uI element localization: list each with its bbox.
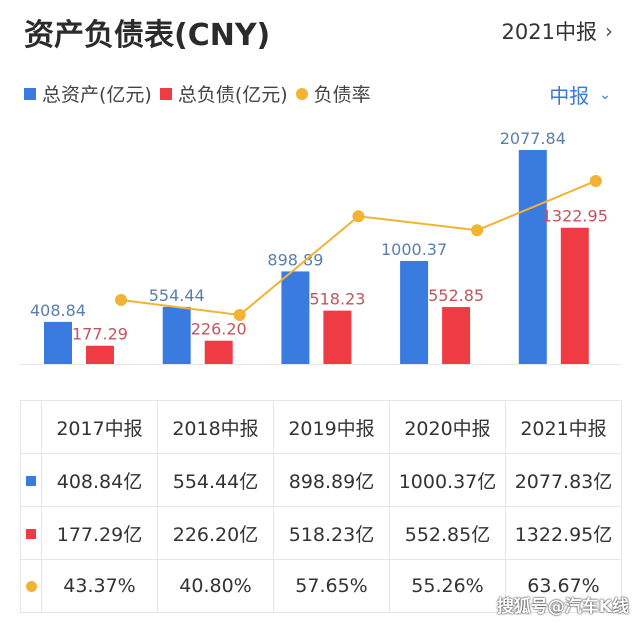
table-header: 2018中报 — [157, 400, 274, 454]
table-header: 2019中报 — [273, 400, 390, 454]
period-label: 2021中报 — [501, 20, 597, 44]
bar-liabilities — [323, 310, 352, 364]
bar-liabilities — [442, 307, 471, 364]
watermark: 搜狐号@汽车K线 — [496, 597, 629, 617]
table-cell: 408.84亿 — [41, 453, 158, 507]
chart-legend: 总资产(亿元) 总负债(亿元) 负债率 — [24, 80, 379, 107]
legend-label: 负债率 — [313, 84, 371, 106]
debt-ratio-point — [115, 293, 127, 306]
period-selector[interactable]: 2021中报 › — [502, 16, 613, 46]
debt-ratio-point — [589, 174, 602, 187]
table-header: 2017中报 — [41, 400, 158, 454]
legend-swatch-liabilities — [159, 87, 172, 100]
table-corner — [20, 400, 42, 454]
bar-line-chart: 408.84 554.44 898.89 1000.37 2077.84 177.29 22… — [20, 129, 622, 365]
bar-assets — [162, 306, 191, 364]
bar-value-label: 552.85 — [428, 286, 484, 305]
chevron-down-icon: ⌄ — [599, 86, 611, 103]
table-cell: 898.89亿 — [273, 453, 390, 507]
bar-value-label: 177.29 — [72, 325, 128, 344]
legend-swatch-assets — [24, 87, 36, 100]
bar-value-label: 554.44 — [149, 286, 205, 305]
table-cell: 40.80% — [157, 559, 274, 613]
table-row-liabilities: 177.29亿 226.20亿 518.23亿 552.85亿 1322.95亿 — [20, 506, 622, 560]
debt-ratio-point — [471, 224, 484, 237]
table-cell: 177.29亿 — [41, 506, 158, 560]
table-cell: 1322.95亿 — [505, 506, 622, 560]
debt-ratio-point — [233, 309, 246, 321]
table-cell: 55.26% — [389, 559, 506, 613]
debt-ratio-point — [352, 210, 365, 223]
table-cell: 518.23亿 — [273, 506, 390, 560]
bar-value-label: 408.84 — [30, 301, 86, 320]
bar-liabilities — [86, 345, 114, 364]
table-cell: 226.20亿 — [157, 506, 274, 560]
bar-value-label: 1000.37 — [381, 240, 447, 259]
bar-liabilities — [204, 340, 233, 364]
table-cell: 552.85亿 — [389, 506, 506, 560]
row-marker-cell — [20, 506, 42, 560]
legend-item-liabilities[interactable]: 总负债(亿元) — [159, 80, 288, 107]
page-title: 资产负债表(CNY) — [24, 18, 271, 53]
bar-value-label: 226.20 — [191, 320, 247, 339]
legend-label: 总负债(亿元) — [177, 84, 288, 106]
bar-value-label: 2077.84 — [500, 129, 566, 148]
table-cell: 43.37% — [41, 559, 158, 613]
legend-item-ratio[interactable]: 负债率 — [295, 80, 371, 107]
bar-assets — [281, 271, 310, 364]
table-cell: 63.67% — [505, 559, 622, 613]
table-cell: 57.65% — [273, 559, 390, 613]
table-cell: 554.44亿 — [157, 453, 274, 507]
chevron-right-icon: › — [605, 19, 613, 43]
table-cell: 1000.37亿 — [389, 453, 506, 507]
table-row-ratio: 43.37% 40.80% 57.65% 55.26% 63.67% — [20, 559, 622, 613]
table-row-assets: 408.84亿 554.44亿 898.89亿 1000.37亿 2077.83… — [20, 453, 622, 507]
bar-value-label: 898.89 — [267, 250, 323, 269]
table-header-row: 2017中报 2018中报 2019中报 2020中报 2021中报 — [20, 400, 622, 454]
row-marker-cell — [20, 559, 42, 613]
row-marker-cell — [20, 453, 42, 507]
legend-dot-ratio — [295, 87, 308, 100]
data-table: 2017中报 2018中报 2019中报 2020中报 2021中报 408.8… — [20, 400, 622, 613]
bar-assets — [518, 150, 547, 364]
legend-label: 总资产(亿元) — [42, 84, 152, 106]
table-header: 2020中报 — [389, 400, 506, 454]
report-type-dropdown[interactable]: 中报 ⌄ — [549, 80, 611, 109]
bar-value-label: 1322.95 — [542, 207, 608, 226]
table-cell: 2077.83亿 — [505, 453, 622, 507]
bar-assets — [400, 260, 429, 364]
blue-square-icon — [26, 476, 36, 486]
table-header: 2021中报 — [505, 400, 622, 454]
bar-value-label: 518.23 — [309, 290, 365, 309]
bar-assets — [44, 321, 72, 364]
orange-dot-icon — [25, 581, 37, 592]
red-square-icon — [26, 529, 36, 539]
legend-item-assets[interactable]: 总资产(亿元) — [24, 80, 152, 107]
report-type-label: 中报 — [549, 84, 590, 108]
bar-liabilities — [560, 227, 589, 364]
